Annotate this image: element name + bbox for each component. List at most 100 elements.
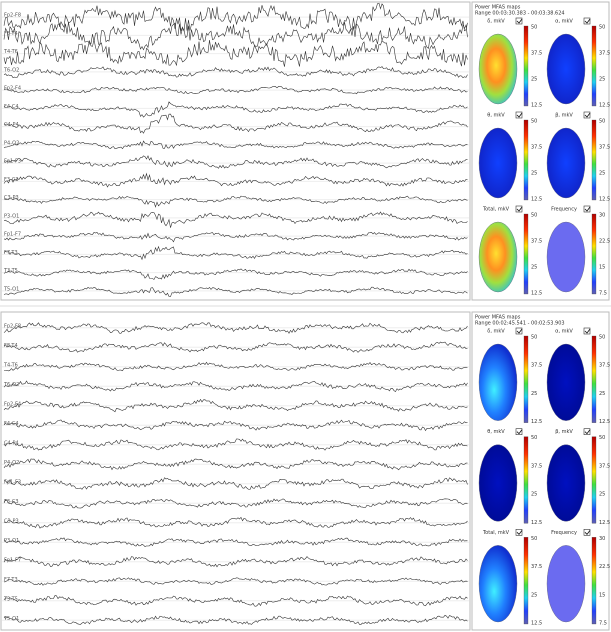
channel-label: Fp1-F3: [4, 159, 21, 165]
colorbar-tick: 50: [531, 213, 537, 219]
colorbar-tick: 22.5: [599, 564, 610, 570]
colorbar-tick: 12.5: [599, 520, 610, 526]
channel-label: T4-T6: [3, 49, 18, 55]
eeg-trace: [3, 438, 468, 451]
eeg-trace: [3, 516, 468, 529]
colorbar-tick: 50: [599, 335, 605, 341]
colorbar-tick: 25: [531, 77, 537, 83]
colorbar-tick: 25: [531, 391, 537, 397]
channel-label: F4-C4: [4, 104, 19, 110]
colorbar-tick: 25: [599, 77, 605, 83]
check: [516, 429, 523, 435]
colorbar: [523, 537, 529, 625]
check: [584, 18, 591, 24]
colorbar-tick: 37.5: [531, 145, 542, 151]
channel-label: T5-O1: [3, 286, 19, 292]
map-label: Total, mkV: [482, 207, 510, 213]
channel-label: F7-T3: [4, 250, 18, 256]
colorbar-tick: 50: [531, 435, 537, 441]
colorbar-tick: 25: [599, 171, 605, 177]
colorbar-tick: 37.5: [531, 239, 542, 245]
head-map: [546, 33, 586, 105]
colorbar: [523, 436, 529, 524]
colorbar-tick: 50: [531, 119, 537, 125]
head-map: [478, 444, 518, 522]
channel-label: T6-O2: [3, 67, 19, 73]
map-checkbox[interactable]: [583, 205, 591, 213]
colorbar-tick: 15: [599, 592, 605, 598]
colorbar-tick: 30: [599, 213, 605, 219]
map-label: θ, mkV: [487, 113, 505, 119]
map-checkbox[interactable]: [583, 428, 591, 435]
channel-label: Fp1-F7: [4, 557, 21, 563]
eeg-trace: [3, 101, 468, 118]
map-checkbox[interactable]: [583, 327, 591, 335]
check: [584, 429, 591, 435]
colorbar-tick: 12.5: [531, 103, 542, 109]
map-checkbox[interactable]: [515, 111, 523, 119]
maps-title: Power MFAS maps: [475, 5, 521, 11]
map-checkbox[interactable]: [515, 205, 523, 213]
eeg-trace: [3, 268, 468, 280]
eeg-trace: [3, 86, 468, 95]
channel-label: F8-T4: [4, 343, 18, 349]
eeg-trace: [4, 361, 468, 372]
channel-label: T4-T6: [3, 362, 18, 368]
colorbar: [523, 335, 529, 423]
head-map: [546, 221, 586, 293]
channel-label: P3-O1: [4, 213, 19, 219]
eeg-trace: [3, 39, 468, 67]
map-label: α, mkV: [555, 19, 573, 25]
map-checkbox[interactable]: [515, 327, 523, 335]
maps-title: Power MFAS maps: [475, 315, 521, 321]
colorbar-tick: 12.5: [599, 103, 610, 109]
channel-label: Fp2-F8: [4, 323, 21, 329]
eeg-trace: [3, 286, 468, 297]
head-map: [478, 127, 518, 199]
map-checkbox[interactable]: [583, 529, 591, 536]
channel-label: F4-C4: [4, 421, 19, 427]
colorbar-tick: 50: [531, 335, 537, 341]
colorbar-tick: 12.5: [531, 419, 542, 425]
map-label: Total, mkV: [482, 530, 510, 536]
colorbar-tick: 25: [599, 391, 605, 397]
colorbar-tick: 12.5: [531, 520, 542, 526]
colorbar: [523, 213, 529, 295]
colorbar-tick: 22.5: [599, 239, 610, 245]
colorbar-tick: 12.5: [531, 621, 542, 627]
map-checkbox[interactable]: [515, 428, 523, 435]
head-map: [546, 127, 586, 199]
eeg-trace: [3, 341, 468, 353]
map-checkbox[interactable]: [515, 529, 523, 536]
colorbar-tick: 37.5: [599, 51, 610, 57]
head-map: [478, 545, 518, 623]
map-checkbox[interactable]: [515, 17, 523, 25]
channel-label: C3-P3: [4, 195, 19, 201]
channel-label: Fp1-F3: [4, 479, 21, 485]
eeg-trace: [3, 172, 468, 188]
eeg-area: [0, 1, 471, 301]
head-map: [546, 545, 586, 623]
check: [516, 206, 523, 212]
colorbar-tick: 50: [531, 536, 537, 542]
eeg-trace: [3, 595, 468, 607]
eeg-trace: [3, 2, 468, 32]
channel-label: Fp2-F4: [4, 401, 21, 407]
colorbar-tick: 50: [531, 25, 537, 31]
eeg-trace: [3, 211, 468, 228]
map-checkbox[interactable]: [583, 17, 591, 25]
channel-label: F8-T4: [4, 31, 18, 37]
channel-label: T5-O1: [3, 616, 19, 622]
map-label: δ, mkV: [487, 329, 505, 335]
maps-range: Range 00:02:45.541 - 00:02:53.903: [475, 321, 565, 327]
colorbar-tick: 37.5: [599, 145, 610, 151]
channel-label: F3-C3: [4, 499, 19, 505]
map-label: θ, mkV: [487, 429, 505, 435]
map-checkbox[interactable]: [583, 111, 591, 119]
colorbar: [591, 436, 597, 524]
head-map: [478, 221, 518, 293]
map-label: δ, mkV: [487, 19, 505, 25]
channel-label: C4-P4: [4, 440, 19, 446]
channel-label: P3-O1: [4, 538, 19, 544]
